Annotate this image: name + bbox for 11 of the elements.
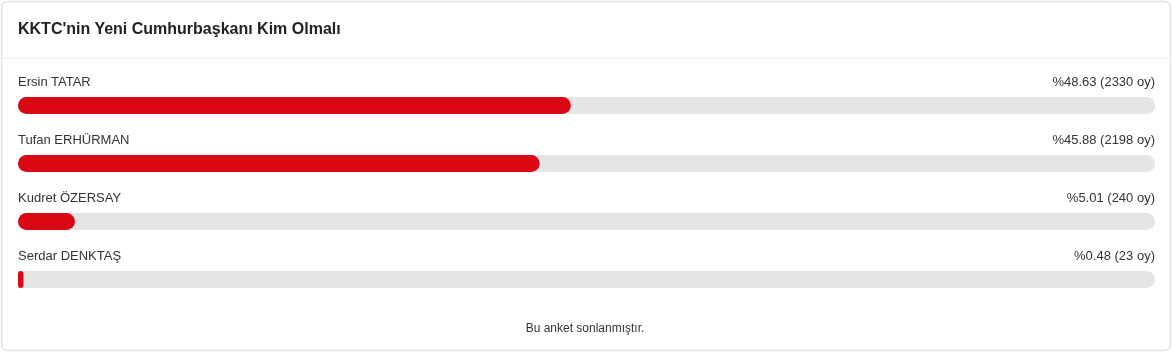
text: Bu anket sonlanmıştır. — [525, 321, 645, 335]
data-label: %45.88 (2198 oy) — [1052, 132, 1155, 147]
bar — [18, 213, 75, 230]
y-tick-label: Tufan ERHÜRMAN — [18, 132, 130, 147]
data-label: %48.63 (2330 oy) — [1052, 74, 1155, 89]
chart-title: KKTC'nin Yeni Cumhurbaşkanı Kim Olmalı — [18, 20, 341, 37]
y-tick-label: Serdar DENKTAŞ — [18, 248, 122, 263]
y-tick-label: Kudret ÖZERSAY — [18, 190, 122, 205]
y-tick-label: Ersin TATAR — [18, 74, 91, 89]
data-label: %5.01 (240 oy) — [1066, 190, 1155, 205]
data-label: %0.48 (23 oy) — [1074, 248, 1155, 263]
